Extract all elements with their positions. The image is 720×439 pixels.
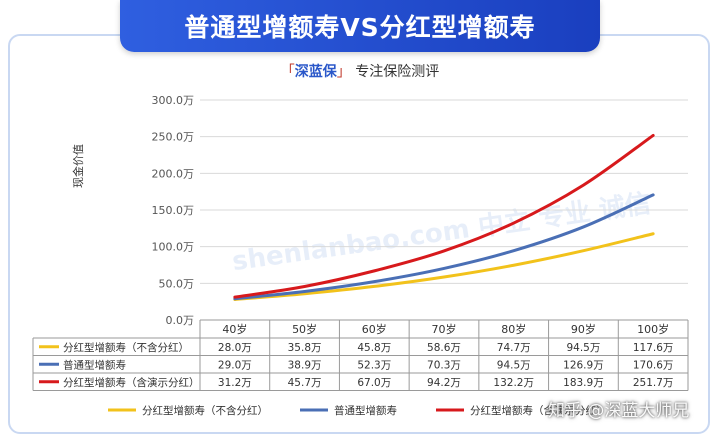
data-label: 94.5万 [497,359,531,371]
x-tick-label: 100岁 [637,322,669,336]
subtitle: 「深蓝保」 专注保险测评 [0,61,720,81]
data-label: 28.0万 [218,342,252,354]
data-label: 183.9万 [563,377,604,389]
x-tick-label: 70岁 [432,322,457,336]
y-tick-label: 100.0万 [152,241,195,254]
title-banner: 普通型增额寿VS分红型增额寿 [120,0,600,52]
subtitle-open-bracket: 「 [280,64,295,80]
legend-label: 普通型增额寿 [334,404,397,417]
y-tick-label: 50.0万 [159,277,195,290]
table-series-name: 分红型增额寿（含演示分红） [63,376,200,389]
series-line-3 [233,133,655,299]
x-tick-label: 40岁 [222,322,247,336]
data-label: 132.2万 [493,377,534,389]
data-label: 45.7万 [288,377,322,389]
data-label: 94.5万 [566,342,600,354]
subtitle-brand: 深蓝保 [294,64,337,80]
data-label: 74.7万 [497,342,531,354]
subtitle-close-bracket: 」 [336,64,351,80]
data-label: 31.2万 [218,377,252,389]
legend-label: 分红型增额寿（含演示分红） [470,404,607,417]
y-tick-label: 150.0万 [152,204,195,217]
data-label: 67.0万 [357,377,391,389]
data-label: 45.8万 [357,342,391,354]
series-line-1 [233,232,655,301]
data-label: 251.7万 [633,377,674,389]
y-tick-label: 250.0万 [152,131,195,144]
x-tick-label: 60岁 [362,322,387,336]
attribution-watermark: 知乎 @深蓝大师兄 [548,401,690,421]
table-series-name: 普通型增额寿 [63,358,126,371]
data-label: 94.2万 [427,377,461,389]
data-label: 170.6万 [633,359,674,371]
legend-label: 分红型增额寿（不含分红） [142,404,268,417]
y-tick-label: 300.0万 [152,94,195,107]
data-label: 117.6万 [633,342,674,354]
x-tick-label: 80岁 [501,322,526,336]
data-label: 126.9万 [563,359,604,371]
data-label: 52.3万 [357,359,391,371]
x-tick-label: 50岁 [292,322,317,336]
chart-frame [8,34,710,434]
data-label: 58.6万 [427,342,461,354]
data-label: 70.3万 [427,359,461,371]
y-tick-label: 0.0万 [166,314,195,327]
page-title: 普通型增额寿VS分红型增额寿 [184,13,536,42]
data-label: 38.9万 [288,359,322,371]
table-series-name: 分红型增额寿（不含分红） [63,341,189,354]
data-label: 35.8万 [288,342,322,354]
y-tick-label: 200.0万 [152,167,195,180]
x-tick-label: 90岁 [571,322,596,336]
subtitle-text: 专注保险测评 [355,64,440,80]
data-label: 29.0万 [218,359,252,371]
series-line-2 [233,193,655,301]
